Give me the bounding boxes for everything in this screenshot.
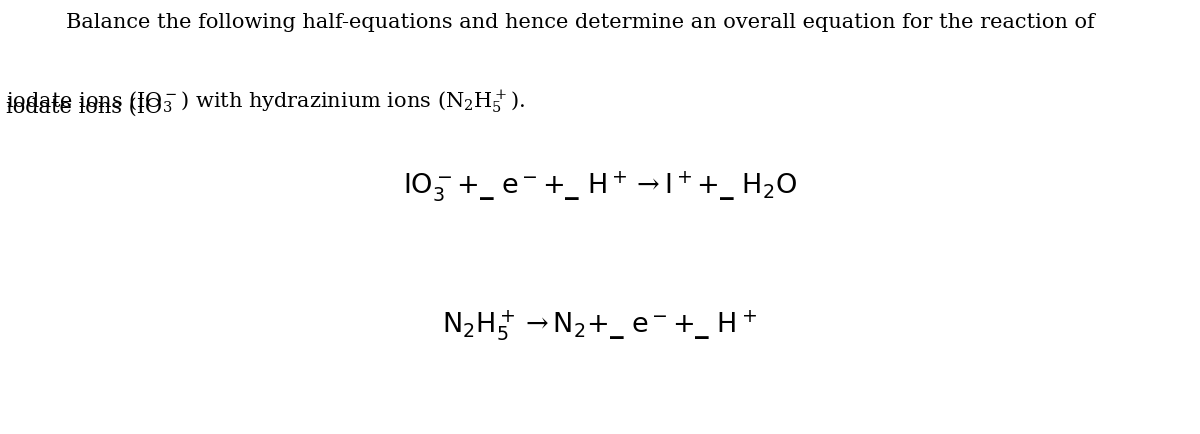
Text: $\mathregular{N_2H_5^+}$$\rightarrow$$\mathregular{N_2}$$\mathregular{+}$$\mathb: $\mathregular{N_2H_5^+}$$\rightarrow$$\m… (443, 309, 757, 342)
Text: iodate ions (IO: iodate ions (IO (6, 98, 162, 117)
Text: Balance the following half-equations and hence determine an overall equation for: Balance the following half-equations and… (66, 13, 1094, 32)
Text: iodate ions ($\mathregular{IO_3^-}$) with hydrazinium ions ($\mathregular{N_2H_5: iodate ions ($\mathregular{IO_3^-}$) wit… (6, 89, 526, 116)
Text: $\mathregular{IO_3^-}$$\mathregular{+}$$\mathbf{\_}$ $\mathregular{e^-}$$\mathre: $\mathregular{IO_3^-}$$\mathregular{+}$$… (403, 170, 797, 204)
